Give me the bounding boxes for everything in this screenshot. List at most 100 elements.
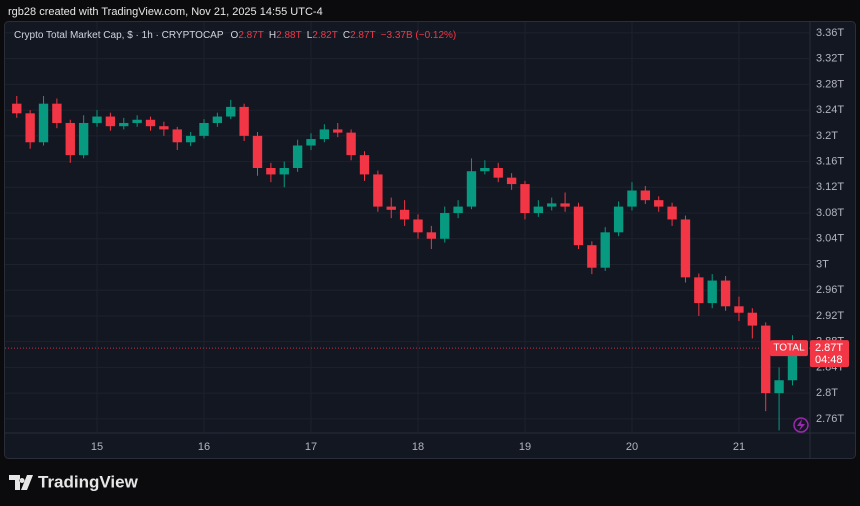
legend-value: 2.87T (350, 30, 376, 41)
candle-body (787, 348, 798, 381)
candle-body (105, 116, 116, 127)
legend-value: 2.88T (276, 30, 302, 41)
candle-body (226, 106, 236, 117)
tradingview-logo: TradingView (9, 472, 139, 491)
candle-body (386, 206, 396, 210)
y-tick-label: 3.16T (816, 155, 844, 167)
y-tick-label: 3.08T (816, 207, 844, 219)
price-tag-name: TOTAL (773, 343, 805, 354)
y-tick-label: 3.24T (816, 104, 844, 116)
chart-panel (4, 21, 856, 459)
candle-body (65, 122, 75, 156)
price-tag-bg (810, 340, 849, 368)
candle-body (172, 129, 182, 143)
x-tick-label: 17 (305, 441, 317, 453)
candle-body (12, 103, 22, 114)
candle-body (493, 168, 503, 178)
y-tick-label: 2.76T (816, 413, 844, 425)
legend-key: L (307, 30, 313, 41)
candle-body (132, 119, 142, 123)
candle-body (373, 174, 383, 207)
header: rgb28 created with TradingView.com, Nov … (8, 6, 323, 18)
legend: Crypto Total Market Cap, $ · 1h · CRYPTO… (14, 30, 456, 41)
logo-text: TradingView (38, 472, 139, 491)
legend-key: O (231, 30, 239, 41)
y-tick-label: 2.96T (816, 284, 844, 296)
candle-body (466, 171, 477, 207)
legend-value: 2.82T (312, 30, 338, 41)
candle-body (306, 139, 316, 146)
candle-body (25, 113, 35, 143)
candle-body (426, 232, 437, 239)
x-tick-label: 15 (91, 441, 103, 453)
candle-body (266, 168, 276, 175)
candle-body (252, 135, 263, 169)
candle-body (520, 184, 530, 214)
candle-body (440, 213, 450, 239)
candle-body (707, 280, 717, 304)
candle-body (600, 232, 610, 268)
candle-body (761, 325, 771, 394)
legend-symbol: Crypto Total Market Cap, $ · 1h · CRYPTO… (14, 30, 224, 41)
y-tick-label: 3.32T (816, 53, 844, 65)
candle-body (640, 190, 651, 201)
candle-body (667, 206, 677, 220)
candle-body (333, 129, 343, 133)
candle-body (453, 206, 463, 214)
candle-body (560, 203, 570, 207)
legend-key: H (269, 30, 276, 41)
candle-body (547, 203, 557, 207)
candle-body (720, 280, 731, 307)
candle-body (506, 177, 517, 185)
grid (5, 22, 810, 433)
candle-body (239, 106, 249, 136)
x-tick-label: 20 (626, 441, 638, 453)
candle-body (92, 116, 102, 123)
legend-key: C (343, 30, 350, 41)
candle-body (654, 200, 664, 207)
legend-value: 2.87T (238, 30, 264, 41)
candle-body (145, 119, 156, 127)
price-tag-countdown: 04:48 (815, 354, 843, 366)
candle-body (119, 122, 129, 127)
candle-body (185, 135, 196, 143)
candle-body (212, 116, 223, 123)
y-tick-label: 3.04T (816, 233, 844, 245)
y-tick-label: 2.8T (816, 387, 838, 399)
candle-body (199, 122, 209, 136)
y-tick-label: 3.28T (816, 78, 844, 90)
candle-body (159, 126, 169, 130)
candle-body (747, 312, 758, 326)
candle-body (413, 219, 423, 233)
candle-body (359, 155, 370, 175)
price-tag-name-bg (770, 340, 808, 357)
y-tick-label: 3.2T (816, 130, 838, 142)
candle-body (694, 277, 704, 304)
candle-body (78, 122, 89, 156)
candle-body (734, 306, 744, 313)
x-tick-label: 16 (198, 441, 210, 453)
candle-body (346, 132, 356, 156)
candle-body (319, 129, 330, 140)
x-tick-label: 18 (412, 441, 424, 453)
candle-body (38, 103, 49, 143)
candle-body (52, 103, 62, 123)
price-tag-value: 2.87T (815, 342, 843, 354)
candles (12, 95, 798, 431)
y-tick-label: 3.36T (816, 27, 844, 39)
candle-body (480, 168, 490, 172)
candle-body (292, 145, 303, 169)
candle-body (627, 190, 637, 207)
candle-body (573, 206, 584, 246)
legend-change: −3.37B (−0.12%) (381, 30, 457, 41)
y-tick-label: 2.92T (816, 310, 844, 322)
x-tick-label: 21 (733, 441, 745, 453)
candle-body (613, 206, 624, 233)
candle-body (774, 380, 784, 394)
candle-body (680, 219, 691, 278)
candle-body (279, 168, 289, 175)
x-tick-label: 19 (519, 441, 531, 453)
snapshot-icon (793, 417, 809, 433)
